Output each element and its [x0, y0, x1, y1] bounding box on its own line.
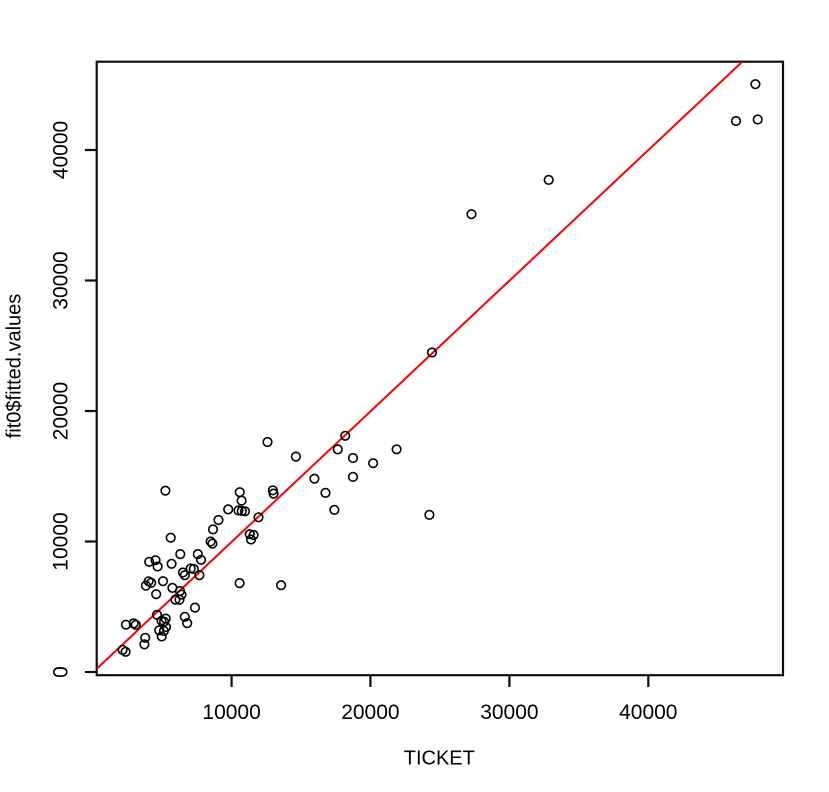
svg-text:30000: 30000 [480, 701, 538, 724]
svg-text:40000: 40000 [50, 121, 73, 179]
svg-text:10000: 10000 [202, 701, 260, 724]
svg-text:30000: 30000 [50, 251, 73, 309]
svg-text:fit0$fitted.values: fit0$fitted.values [4, 294, 26, 439]
svg-text:20000: 20000 [341, 701, 399, 724]
svg-text:0: 0 [50, 666, 73, 678]
svg-text:TICKET: TICKET [404, 748, 475, 770]
svg-text:40000: 40000 [619, 701, 677, 724]
svg-text:20000: 20000 [50, 382, 73, 440]
svg-text:10000: 10000 [50, 512, 73, 570]
